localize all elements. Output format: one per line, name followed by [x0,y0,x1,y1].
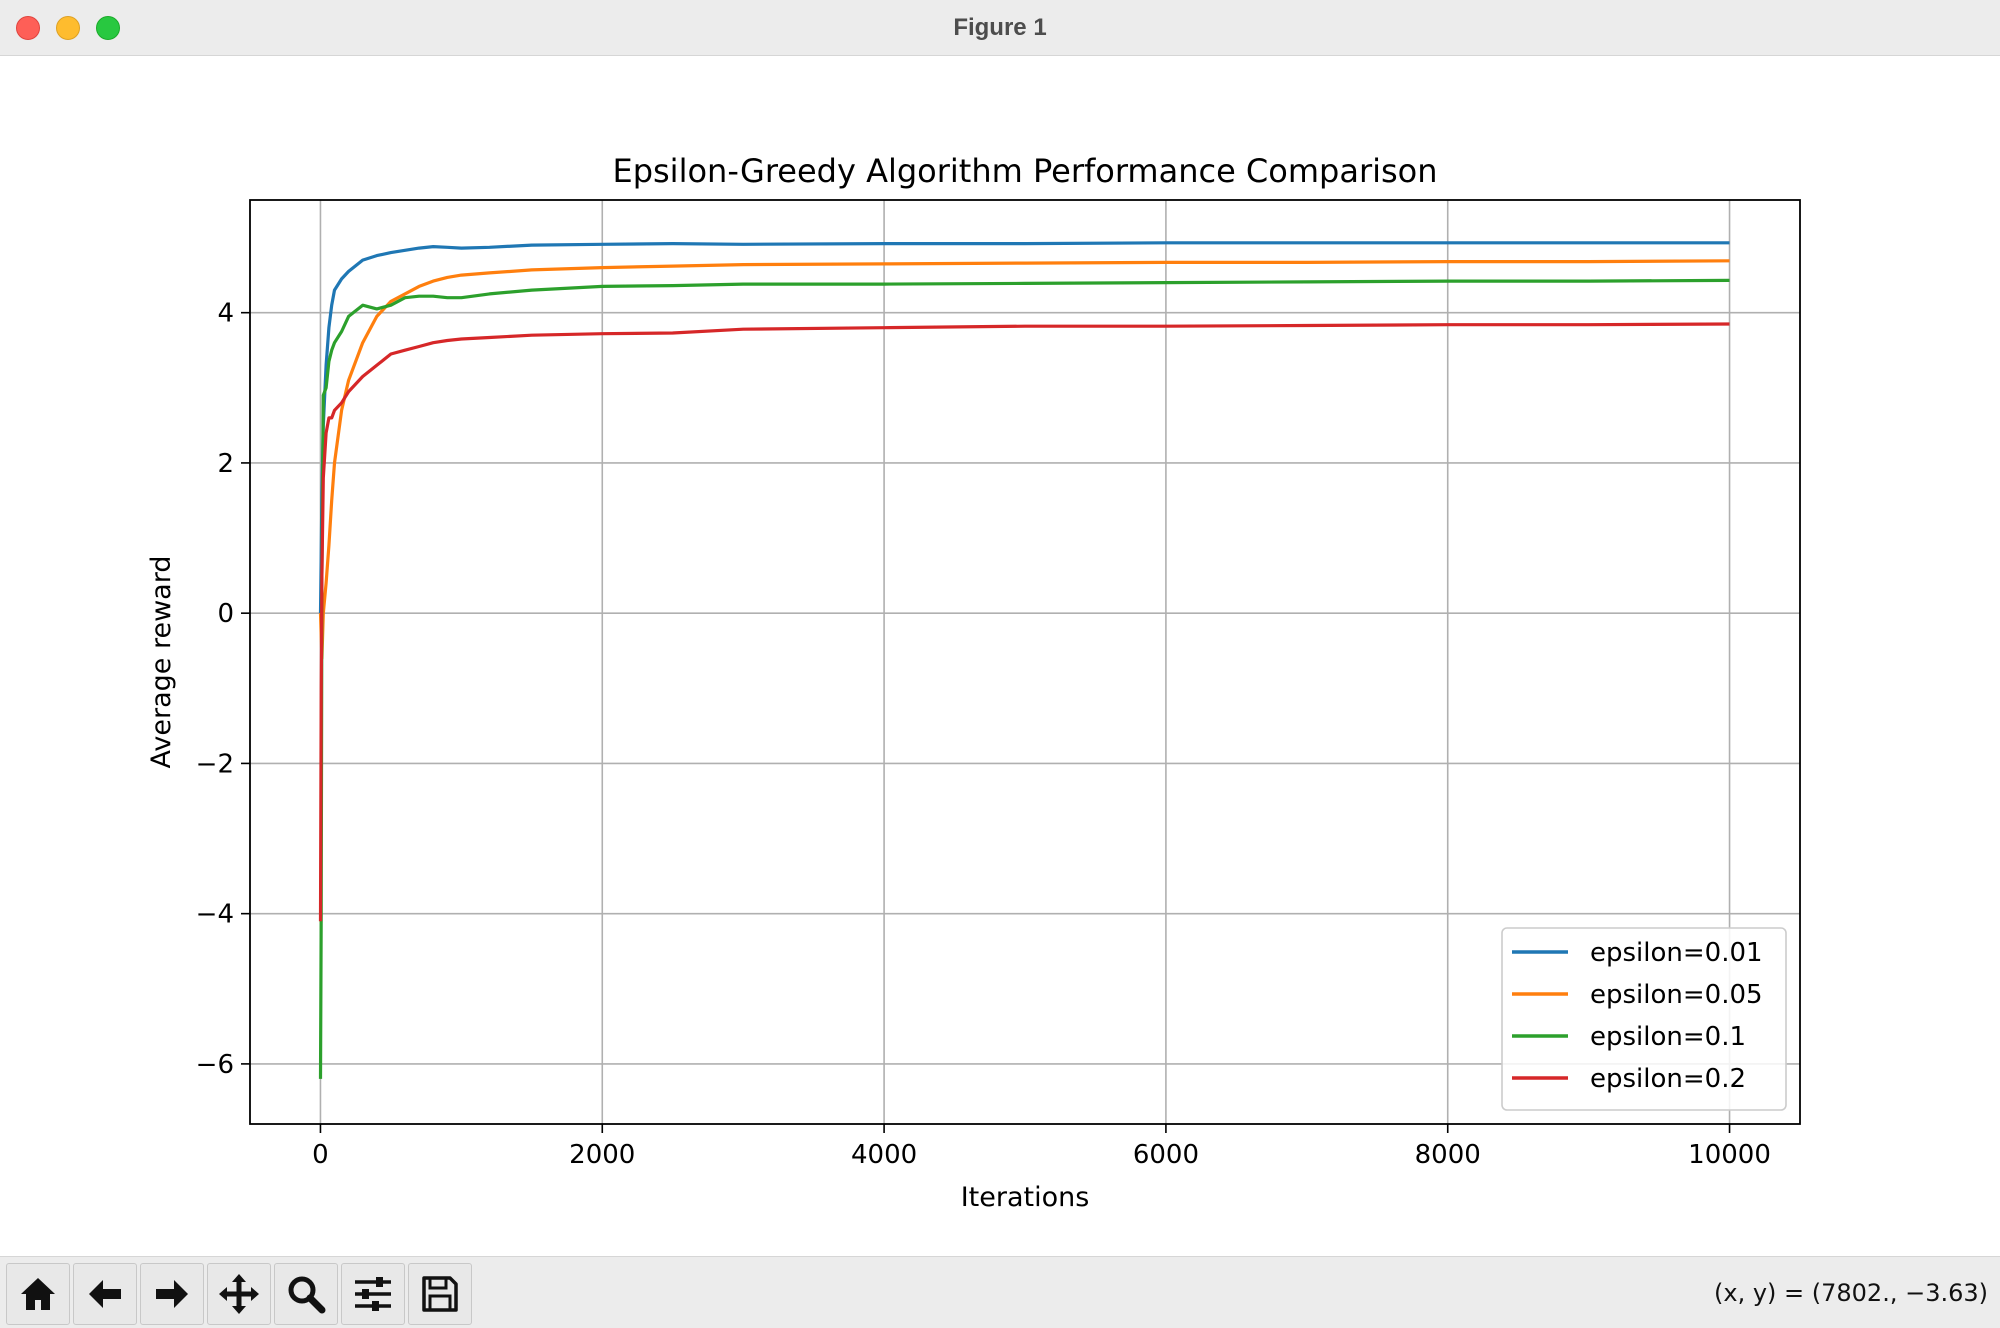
series-line-3 [318,278,1730,1079]
legend-label-3: epsilon=0.1 [1590,1022,1746,1052]
x-axis-label: Iterations [961,1182,1090,1213]
legend-box [1501,927,1787,1111]
move-icon [219,1274,259,1314]
legend: epsilon=0.01 epsilon=0.05 epsilon=0.1 epsil… [1501,927,1787,1111]
navigation-toolbar: (x, y) = (7802., −3.63) [0,1256,2000,1328]
x-tick-label: 8000 [1415,1140,1481,1170]
configure-subplots-button[interactable] [341,1263,405,1325]
arrow-left-icon [89,1280,121,1308]
back-button[interactable] [73,1263,137,1325]
maximize-window-button[interactable] [96,16,120,40]
y-tick-label: −2 [196,749,234,779]
forward-button[interactable] [140,1263,204,1325]
x-tick-label: 0 [312,1140,329,1170]
minimize-window-button[interactable] [56,16,80,40]
title-bar: Figure 1 [0,0,2000,56]
home-button[interactable] [6,1263,70,1325]
y-tick-label: 4 [217,299,234,329]
y-tick-label: −6 [196,1050,234,1080]
y-tick-label: 2 [217,449,234,479]
arrow-right-icon [156,1280,188,1308]
chart-title: Epsilon-Greedy Algorithm Performance Com… [612,152,1437,190]
x-tick-label: 6000 [1133,1140,1199,1170]
legend-label-1: epsilon=0.01 [1590,938,1763,968]
line-chart: 0 2000 4000 6000 8000 10000 −6 −4 −2 0 2 4 Epsilon-… [146,152,1801,1213]
cursor-coordinates: (x, y) = (7802., −3.63) [1714,1279,1988,1307]
x-tick-label: 4000 [851,1140,917,1170]
magnifier-icon [288,1276,326,1314]
legend-label-2: epsilon=0.05 [1590,980,1763,1010]
legend-label-4: epsilon=0.2 [1590,1064,1746,1094]
pan-button[interactable] [207,1263,271,1325]
axes-frame [249,199,1801,1125]
series-line-4 [318,322,1730,922]
window-title: Figure 1 [953,14,1047,41]
series-line-2 [318,259,1730,660]
y-tick-label: −4 [196,900,234,930]
zoom-button[interactable] [274,1263,338,1325]
y-axis-label: Average reward [146,556,177,769]
x-tick-label: 2000 [569,1140,635,1170]
floppy-disk-icon [422,1276,458,1312]
y-tick-label: 0 [217,599,234,629]
sliders-icon [355,1277,391,1311]
figure-canvas[interactable]: 0 2000 4000 6000 8000 10000 −6 −4 −2 0 2 4 Epsilon-… [0,56,2000,1256]
close-window-button[interactable] [16,16,40,40]
save-button[interactable] [408,1263,472,1325]
x-tick-label: 10000 [1688,1140,1771,1170]
series-line-1 [318,241,1730,614]
home-icon [21,1278,55,1310]
